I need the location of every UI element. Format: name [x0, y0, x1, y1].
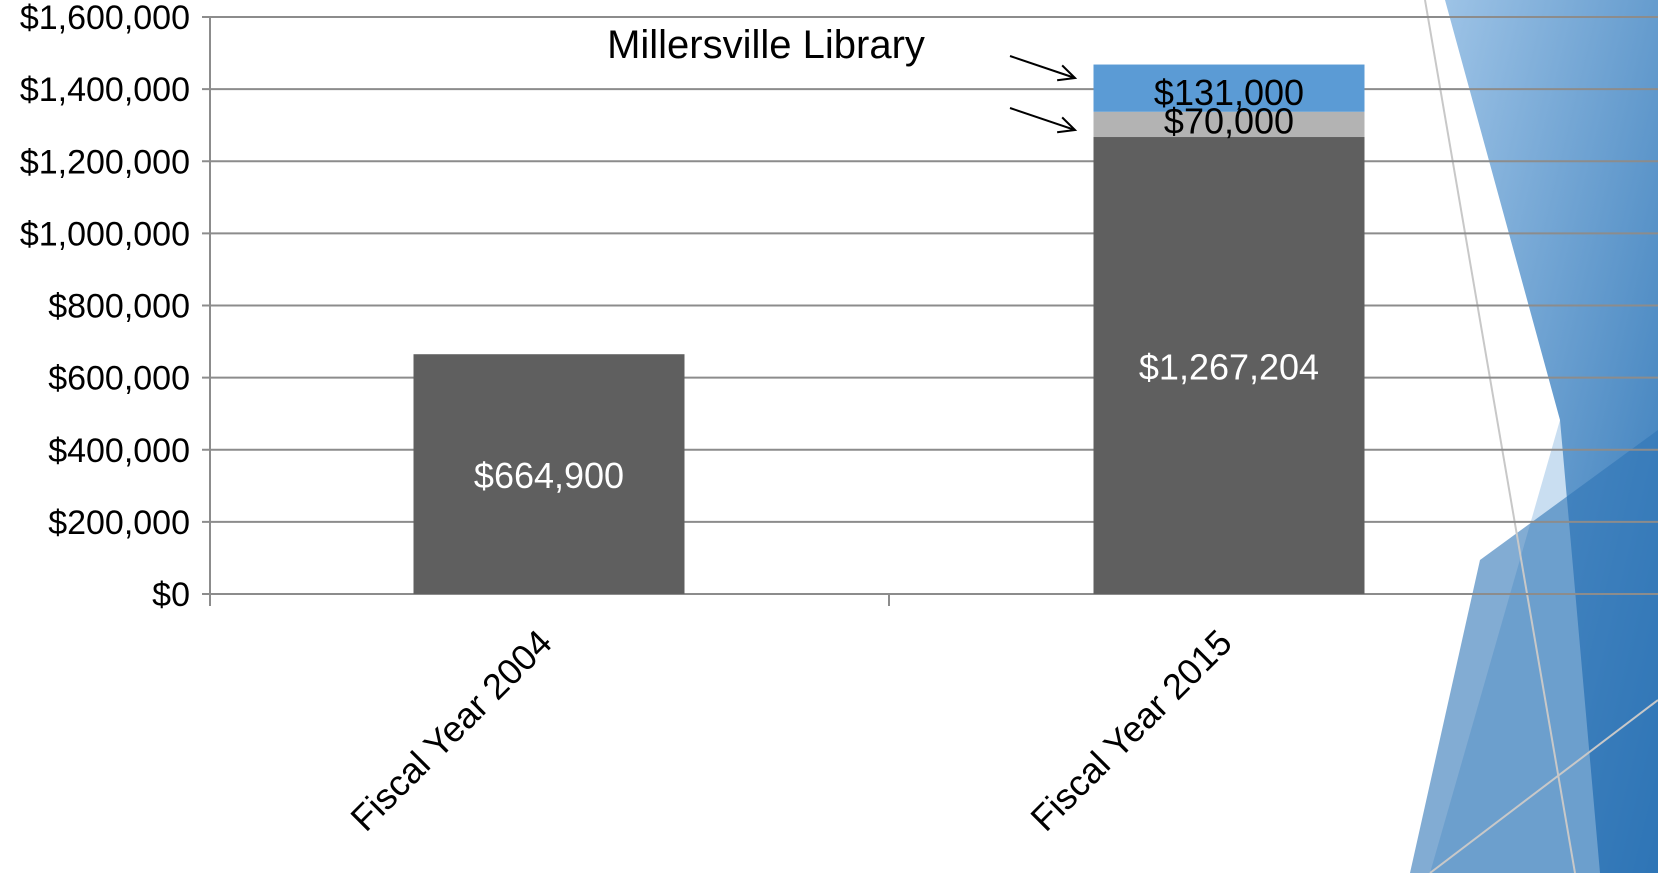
bar-segment: [1093, 64, 1365, 112]
bar-segment: [413, 354, 685, 594]
y-tick-label: $800,000: [48, 288, 190, 326]
background-shape: [1410, 430, 1658, 873]
background-line: [1429, 699, 1658, 873]
bars: [413, 64, 1365, 594]
annotation-arrow-head: [1057, 116, 1078, 134]
data-label: $1,267,204: [1139, 347, 1319, 388]
y-tick-label: $1,200,000: [20, 143, 190, 181]
background-decoration: [1410, 0, 1658, 873]
data-label: $664,900: [474, 455, 624, 496]
x-tick-label: Fiscal Year 2004: [342, 622, 559, 839]
bar-segment: [1093, 137, 1365, 594]
y-tick-label: $1,400,000: [20, 71, 190, 109]
data-label: $131,000: [1154, 72, 1304, 113]
y-tick-label: $1,600,000: [20, 0, 190, 37]
bar-segment: [1093, 111, 1365, 138]
x-tick-label: Fiscal Year 2015: [1022, 622, 1239, 839]
y-tick-label: $1,000,000: [20, 215, 190, 253]
y-tick-label: $200,000: [48, 504, 190, 542]
annotation-arrow: [1009, 55, 1076, 79]
annotation-arrow-head: [1057, 64, 1078, 82]
y-tick-label: $0: [152, 576, 190, 614]
data-label: $70,000: [1164, 100, 1294, 141]
annotation-arrow: [1009, 107, 1076, 131]
y-tick-label: $400,000: [48, 432, 190, 470]
annotation-text: Millersville Library: [607, 23, 925, 67]
annotations: Millersville Library: [607, 23, 1078, 134]
data-labels: $664,900 $1,267,204 $70,000$131,000: [474, 72, 1319, 496]
y-tick-label: $600,000: [48, 360, 190, 398]
background-line: [1424, 0, 1576, 873]
